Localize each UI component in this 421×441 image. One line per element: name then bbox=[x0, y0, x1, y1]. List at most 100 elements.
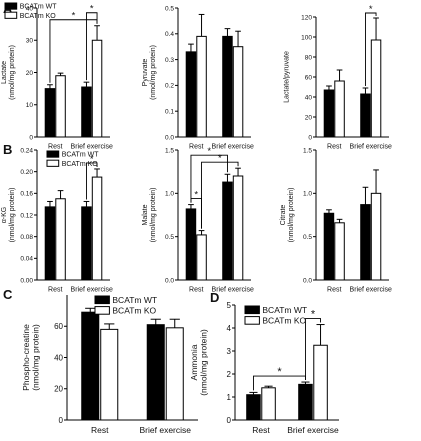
y-tick-label: 0 bbox=[227, 416, 232, 425]
y-tick-label: 1.5 bbox=[165, 147, 174, 154]
panel-letter-c: C bbox=[3, 287, 13, 302]
y-tick-label: 1.0 bbox=[303, 191, 312, 198]
bar bbox=[146, 324, 165, 421]
y-tick-label: 0.2 bbox=[165, 83, 174, 90]
y-tick-label: 0.3 bbox=[165, 57, 174, 64]
bar bbox=[81, 311, 100, 421]
category-label: Brief exercise bbox=[212, 144, 255, 151]
y-tick-label: 0 bbox=[29, 134, 33, 141]
bar bbox=[313, 344, 328, 421]
significance-star: * bbox=[72, 11, 76, 22]
significance-bracket bbox=[365, 12, 377, 86]
y-tick-label: 4 bbox=[227, 324, 232, 333]
y-tick-label: 10 bbox=[26, 102, 34, 109]
bar bbox=[222, 181, 233, 281]
significance-bracket bbox=[86, 12, 98, 81]
bar bbox=[370, 192, 382, 281]
y-axis-label-line: Citrate bbox=[280, 205, 287, 226]
category-label: Brief exercise bbox=[350, 144, 393, 151]
y-axis-label: Phospho-creatine(nmol/mg protein) bbox=[21, 324, 41, 391]
bar bbox=[185, 51, 197, 138]
bar bbox=[81, 86, 92, 138]
significance-bracket bbox=[49, 19, 98, 83]
bar bbox=[100, 328, 119, 421]
y-tick-label: 0.16 bbox=[20, 191, 33, 198]
y-axis-label: Ammonia(nmol/mg protein) bbox=[189, 329, 209, 396]
y-tick-label: 20 bbox=[305, 114, 313, 121]
y-tick-label: 20 bbox=[54, 385, 63, 394]
significance-star: * bbox=[90, 4, 94, 15]
y-axis-label-line: (nmol/mg protein) bbox=[9, 45, 16, 100]
significance-star: * bbox=[277, 366, 282, 378]
legend-label: BCATm KO bbox=[112, 306, 156, 316]
y-axis-label: Lactate/pyruvate bbox=[284, 51, 291, 103]
significance-bracket bbox=[253, 375, 306, 391]
legend-label: BCATm WT bbox=[62, 152, 100, 159]
bar bbox=[298, 383, 313, 421]
bar bbox=[81, 206, 92, 281]
chart-malate: 0.0 0.5 1.0 1.5 Malate(nmol/mg protein) Rest B… bbox=[142, 146, 254, 293]
legend-swatch bbox=[46, 150, 60, 158]
category-label: Brief exercise bbox=[71, 144, 114, 151]
significance-bracket bbox=[305, 318, 321, 381]
bar bbox=[55, 198, 66, 281]
bar bbox=[232, 46, 244, 138]
category-label: Rest bbox=[189, 287, 203, 294]
chart-akg: 0.00 0.04 0.08 0.12 0.16 0.20 0.24 α-KG(nmol/mg… bbox=[1, 147, 113, 293]
y-axis-label: α-KG(nmol/mg protein) bbox=[1, 188, 16, 243]
y-tick-label: 0.0 bbox=[165, 134, 174, 141]
y-axis-label-line: (nmol/mg protein) bbox=[150, 45, 157, 100]
legend-swatch bbox=[4, 2, 18, 10]
bar bbox=[44, 206, 56, 281]
y-tick-label: 2 bbox=[227, 370, 232, 379]
legend-label: BCATm KO bbox=[20, 13, 57, 20]
y-axis-label-line: (nmol/mg protein) bbox=[288, 188, 295, 243]
y-axis-label-line: (nmol/mg protein) bbox=[9, 188, 16, 243]
bar bbox=[360, 204, 371, 281]
bar bbox=[360, 93, 371, 138]
y-tick-label: 20 bbox=[26, 70, 34, 77]
y-axis-label-line: α-KG bbox=[1, 207, 8, 224]
y-axis-label-line: (nmol/mg protein) bbox=[198, 329, 208, 396]
y-tick-label: 0.0 bbox=[165, 277, 174, 284]
y-axis-label-line: Malate bbox=[142, 204, 149, 225]
y-tick-label: 40 bbox=[305, 94, 313, 101]
category-label: Rest bbox=[91, 425, 109, 435]
y-tick-label: 0.5 bbox=[165, 5, 174, 12]
bar bbox=[261, 387, 276, 421]
bar bbox=[185, 208, 197, 281]
category-label: Brief exercise bbox=[140, 425, 192, 435]
significance-star: * bbox=[90, 154, 94, 165]
bar bbox=[246, 394, 261, 421]
bar bbox=[323, 212, 335, 281]
y-tick-label: 0.24 bbox=[20, 147, 33, 154]
legend-label: BCATm WT bbox=[112, 295, 157, 305]
y-tick-label: 100 bbox=[301, 34, 312, 41]
category-label: Rest bbox=[189, 144, 203, 151]
bar bbox=[196, 234, 207, 281]
y-tick-label: 3 bbox=[227, 347, 232, 356]
legend-swatch bbox=[94, 306, 110, 315]
y-axis-label-line: (nmol/mg protein) bbox=[150, 188, 157, 243]
category-label: Rest bbox=[327, 287, 341, 294]
y-tick-label: 60 bbox=[305, 74, 313, 81]
significance-star: * bbox=[311, 309, 316, 321]
chart-phosphocreatine: 0 20 40 60 Phospho-creatine(nmol/mg protein)… bbox=[21, 295, 198, 435]
chart-pyruvate: 0.0 0.1 0.2 0.3 0.4 0.5 Pyruvate(nmol/mg prote… bbox=[142, 5, 254, 150]
panel-letter-b: B bbox=[3, 142, 12, 157]
bar bbox=[370, 39, 382, 138]
y-tick-label: 0.12 bbox=[20, 212, 33, 219]
legend-swatch bbox=[4, 11, 18, 19]
bar bbox=[91, 39, 103, 138]
y-tick-label: 0.5 bbox=[303, 234, 312, 241]
bar bbox=[323, 89, 335, 138]
bar bbox=[165, 327, 184, 421]
y-tick-label: 1.5 bbox=[303, 147, 312, 154]
bar bbox=[232, 175, 244, 281]
y-tick-label: 30 bbox=[26, 38, 34, 45]
category-label: Brief exercise bbox=[71, 287, 114, 294]
category-label: Rest bbox=[48, 144, 62, 151]
